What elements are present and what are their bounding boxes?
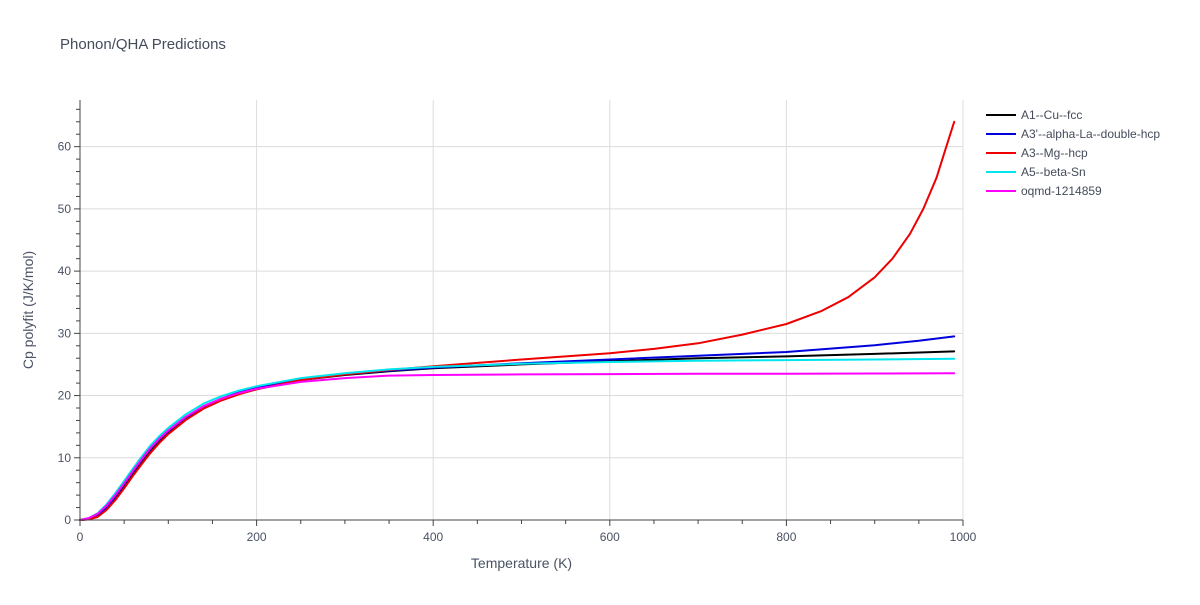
grid — [80, 100, 964, 520]
series-lines — [79, 120, 956, 521]
y-tick-label: 10 — [58, 451, 72, 465]
chart-title: Phonon/QHA Predictions — [60, 36, 226, 53]
y-tick-label: 50 — [58, 202, 72, 216]
legend-item-1[interactable]: A3'--alpha-La--double-hcp — [986, 127, 1160, 141]
x-tick-label: 800 — [776, 530, 796, 544]
legend-item-0[interactable]: A1--Cu--fcc — [986, 108, 1082, 122]
x-tick-label: 400 — [423, 530, 443, 544]
series-line-4[interactable] — [79, 372, 956, 521]
series-line-3[interactable] — [79, 357, 956, 521]
x-tick-label: 600 — [600, 530, 620, 544]
y-tick-label: 40 — [58, 264, 72, 278]
legend-item-3[interactable]: A5--beta-Sn — [986, 165, 1086, 179]
y-tick-label: 0 — [64, 513, 71, 527]
x-tick-label: 1000 — [950, 530, 977, 544]
y-axis-title: Cp polyfit (J/K/mol) — [20, 251, 36, 369]
x-tick-label: 200 — [247, 530, 267, 544]
y-tick-label: 20 — [58, 389, 72, 403]
legend-label: A5--beta-Sn — [1021, 165, 1086, 179]
legend[interactable]: A1--Cu--fcc A3'--alpha-La--double-hcp A3--… — [986, 108, 1160, 198]
series-line-0[interactable] — [79, 350, 956, 521]
x-axis-title: Temperature (K) — [471, 555, 572, 571]
axes: 0 200 400 600 800 1000 0 10 20 30 40 50 60 — [58, 100, 977, 544]
series-line-2[interactable] — [79, 120, 956, 521]
legend-label: oqmd-1214859 — [1021, 184, 1102, 198]
y-tick-label: 60 — [58, 140, 72, 154]
x-tick-label: 0 — [77, 530, 84, 544]
y-tick-label: 30 — [58, 326, 72, 340]
legend-item-4[interactable]: oqmd-1214859 — [986, 184, 1102, 198]
legend-item-2[interactable]: A3--Mg--hcp — [986, 146, 1088, 160]
legend-label: A3'--alpha-La--double-hcp — [1021, 127, 1160, 141]
legend-label: A3--Mg--hcp — [1021, 146, 1088, 160]
legend-label: A1--Cu--fcc — [1021, 108, 1082, 122]
